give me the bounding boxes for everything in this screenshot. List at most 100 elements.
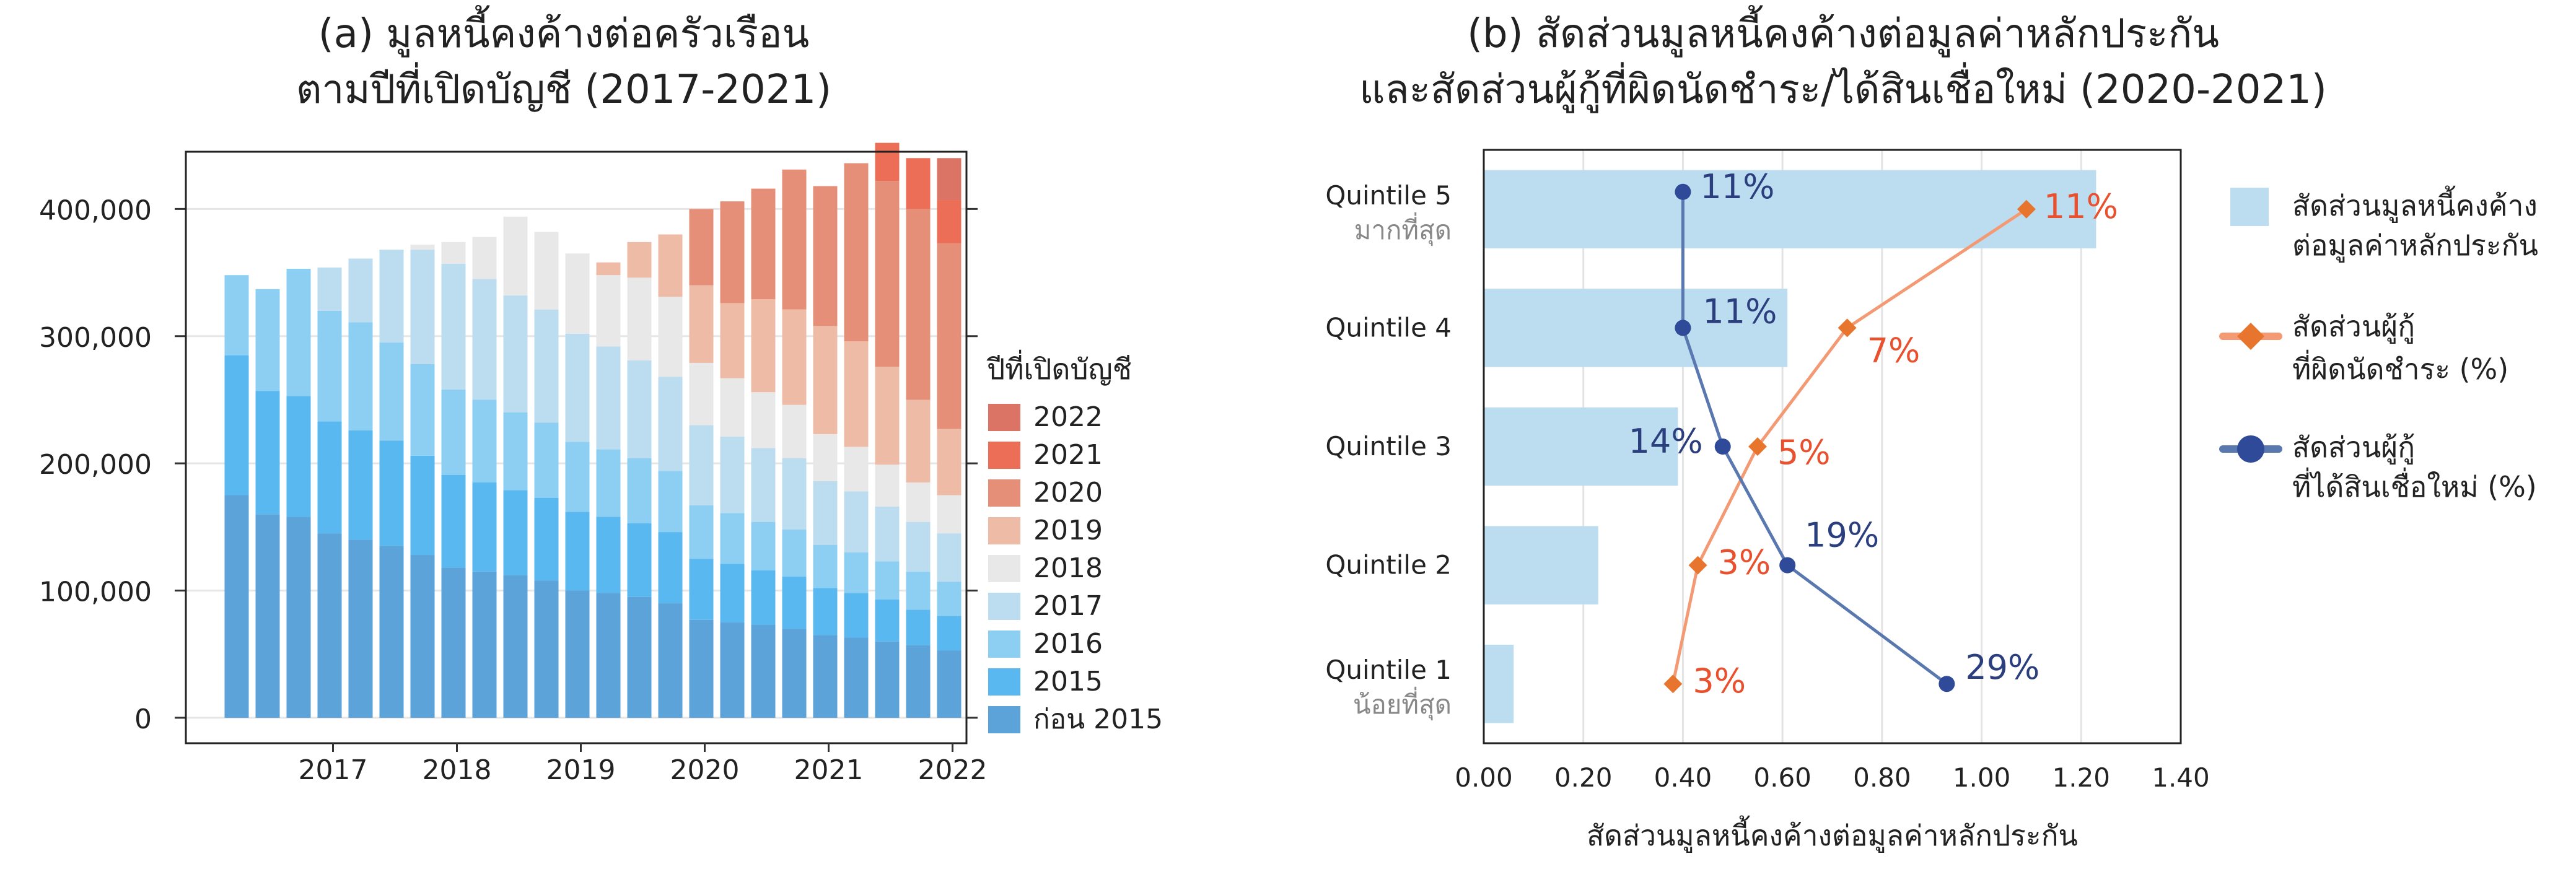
bar-segment xyxy=(689,559,714,620)
tick-label-x: 0.00 xyxy=(1455,762,1513,793)
tick-label-y: 0 xyxy=(134,704,152,735)
label-default: 5% xyxy=(1777,433,1831,472)
bar-segment xyxy=(875,507,900,562)
bar-segment xyxy=(596,275,621,347)
bar-segment xyxy=(782,458,807,530)
bar-segment xyxy=(627,242,652,278)
category-label: Quintile 4 xyxy=(1325,312,1452,343)
bar-segment xyxy=(348,258,373,323)
legend-label: 2020 xyxy=(1033,477,1103,508)
tick-label-x: 2021 xyxy=(794,754,864,786)
bar-segment xyxy=(813,326,838,434)
bar-segment xyxy=(751,299,776,393)
bar-segment xyxy=(534,232,559,310)
bar-segment xyxy=(503,575,528,718)
bar-segment xyxy=(875,465,900,507)
x-axis-label: สัดส่วนมูลหนี้คงค้างต่อมูลค่าหลักประกัน xyxy=(1587,815,2078,853)
bar-segment xyxy=(317,533,342,718)
bar-segment xyxy=(813,434,838,481)
bar-segment xyxy=(937,200,962,243)
bar-segment xyxy=(937,650,962,718)
bar-segment xyxy=(255,289,280,391)
bar-segment xyxy=(937,582,962,616)
bar-segment xyxy=(844,637,869,718)
bar-segment xyxy=(596,346,621,450)
bar-segment xyxy=(472,237,497,279)
bar-segment xyxy=(782,529,807,577)
bar-segment xyxy=(503,490,528,575)
legend-swatch xyxy=(988,404,1020,431)
bar-segment xyxy=(348,322,373,430)
bar-segment xyxy=(720,564,745,622)
bar-segment xyxy=(658,377,683,471)
legend-new-loan-line2: ที่ได้สินเชื่อใหม่ (%) xyxy=(2292,467,2537,504)
bar-segment xyxy=(720,513,745,564)
bar-segment xyxy=(844,593,869,638)
bar-segment xyxy=(689,362,714,425)
bar-segment xyxy=(906,571,931,610)
bar-segment xyxy=(503,216,528,296)
category-sublabel: มากที่สุด xyxy=(1354,212,1452,247)
legend-marker-default xyxy=(2237,323,2264,350)
bar-segment xyxy=(534,497,559,581)
bar-segment xyxy=(565,590,590,718)
bar-segment xyxy=(937,243,962,429)
bar-segment xyxy=(937,158,962,201)
legend-bar-line1: สัดส่วนมูลหนี้คงค้าง xyxy=(2292,185,2538,223)
bar-segment xyxy=(379,343,404,441)
bar-segment xyxy=(751,625,776,718)
bar-segment xyxy=(689,505,714,559)
legend-marker-new-loan xyxy=(2237,435,2264,463)
bar-segment xyxy=(720,201,745,303)
bar-segment xyxy=(875,367,900,465)
tick-label-x: 0.20 xyxy=(1554,762,1613,793)
tick-label-x: 2019 xyxy=(546,754,616,786)
tick-label-y: 200,000 xyxy=(39,449,152,481)
bar-segment xyxy=(658,297,683,377)
marker-default xyxy=(1688,556,1707,575)
bar-segment xyxy=(751,521,776,570)
bar-segment xyxy=(658,471,683,533)
legend-default-line2: ที่ผิดนัดชำระ (%) xyxy=(2292,349,2508,386)
bar-segment xyxy=(689,209,714,286)
bar-segment xyxy=(317,421,342,534)
panel-a-title-line2: ตามปีที่เปิดบัญชี (2017-2021) xyxy=(296,67,832,113)
legend-label: ก่อน 2015 xyxy=(1033,704,1163,735)
bar-segment xyxy=(348,430,373,540)
bar-segment xyxy=(441,567,466,718)
marker-new-loan xyxy=(1675,320,1691,336)
label-new-loan: 14% xyxy=(1629,422,1703,461)
category-label: Quintile 5 xyxy=(1325,180,1452,211)
bar-segment xyxy=(410,364,435,456)
bar-segment xyxy=(503,295,528,413)
legend-label: 2022 xyxy=(1033,401,1103,433)
tick-label-y: 100,000 xyxy=(39,577,152,608)
bar-segment xyxy=(286,396,311,517)
category-label: Quintile 1 xyxy=(1325,655,1452,685)
bar-segment xyxy=(844,447,869,492)
bar-segment xyxy=(565,333,590,442)
bar-segment xyxy=(689,619,714,718)
bar-segment xyxy=(813,635,838,718)
legend-label: 2021 xyxy=(1033,439,1103,471)
bar-segment xyxy=(813,588,838,635)
tick-label-y: 400,000 xyxy=(39,194,152,226)
bar-segment xyxy=(844,163,869,342)
bar-segment xyxy=(565,253,590,334)
bar xyxy=(1484,289,1788,367)
tick-label-y: 300,000 xyxy=(39,322,152,354)
bar-segment xyxy=(782,576,807,629)
bar-segment xyxy=(472,571,497,718)
bar-segment xyxy=(627,360,652,458)
bar-segment xyxy=(875,142,900,181)
chart-b: 0.00 0.20 0.40 0.60 0.80 1.00 1.20 1.40 Quintile… xyxy=(1325,149,2538,853)
bar-segment xyxy=(813,186,838,326)
legend-swatch xyxy=(988,517,1020,544)
bar-segment xyxy=(720,437,745,513)
bar-segment xyxy=(472,399,497,482)
bar-segment xyxy=(906,158,931,209)
tick-label-x: 2020 xyxy=(670,754,740,786)
bar-segment xyxy=(441,242,466,264)
bar-segment xyxy=(720,303,745,378)
bar xyxy=(1484,644,1514,723)
